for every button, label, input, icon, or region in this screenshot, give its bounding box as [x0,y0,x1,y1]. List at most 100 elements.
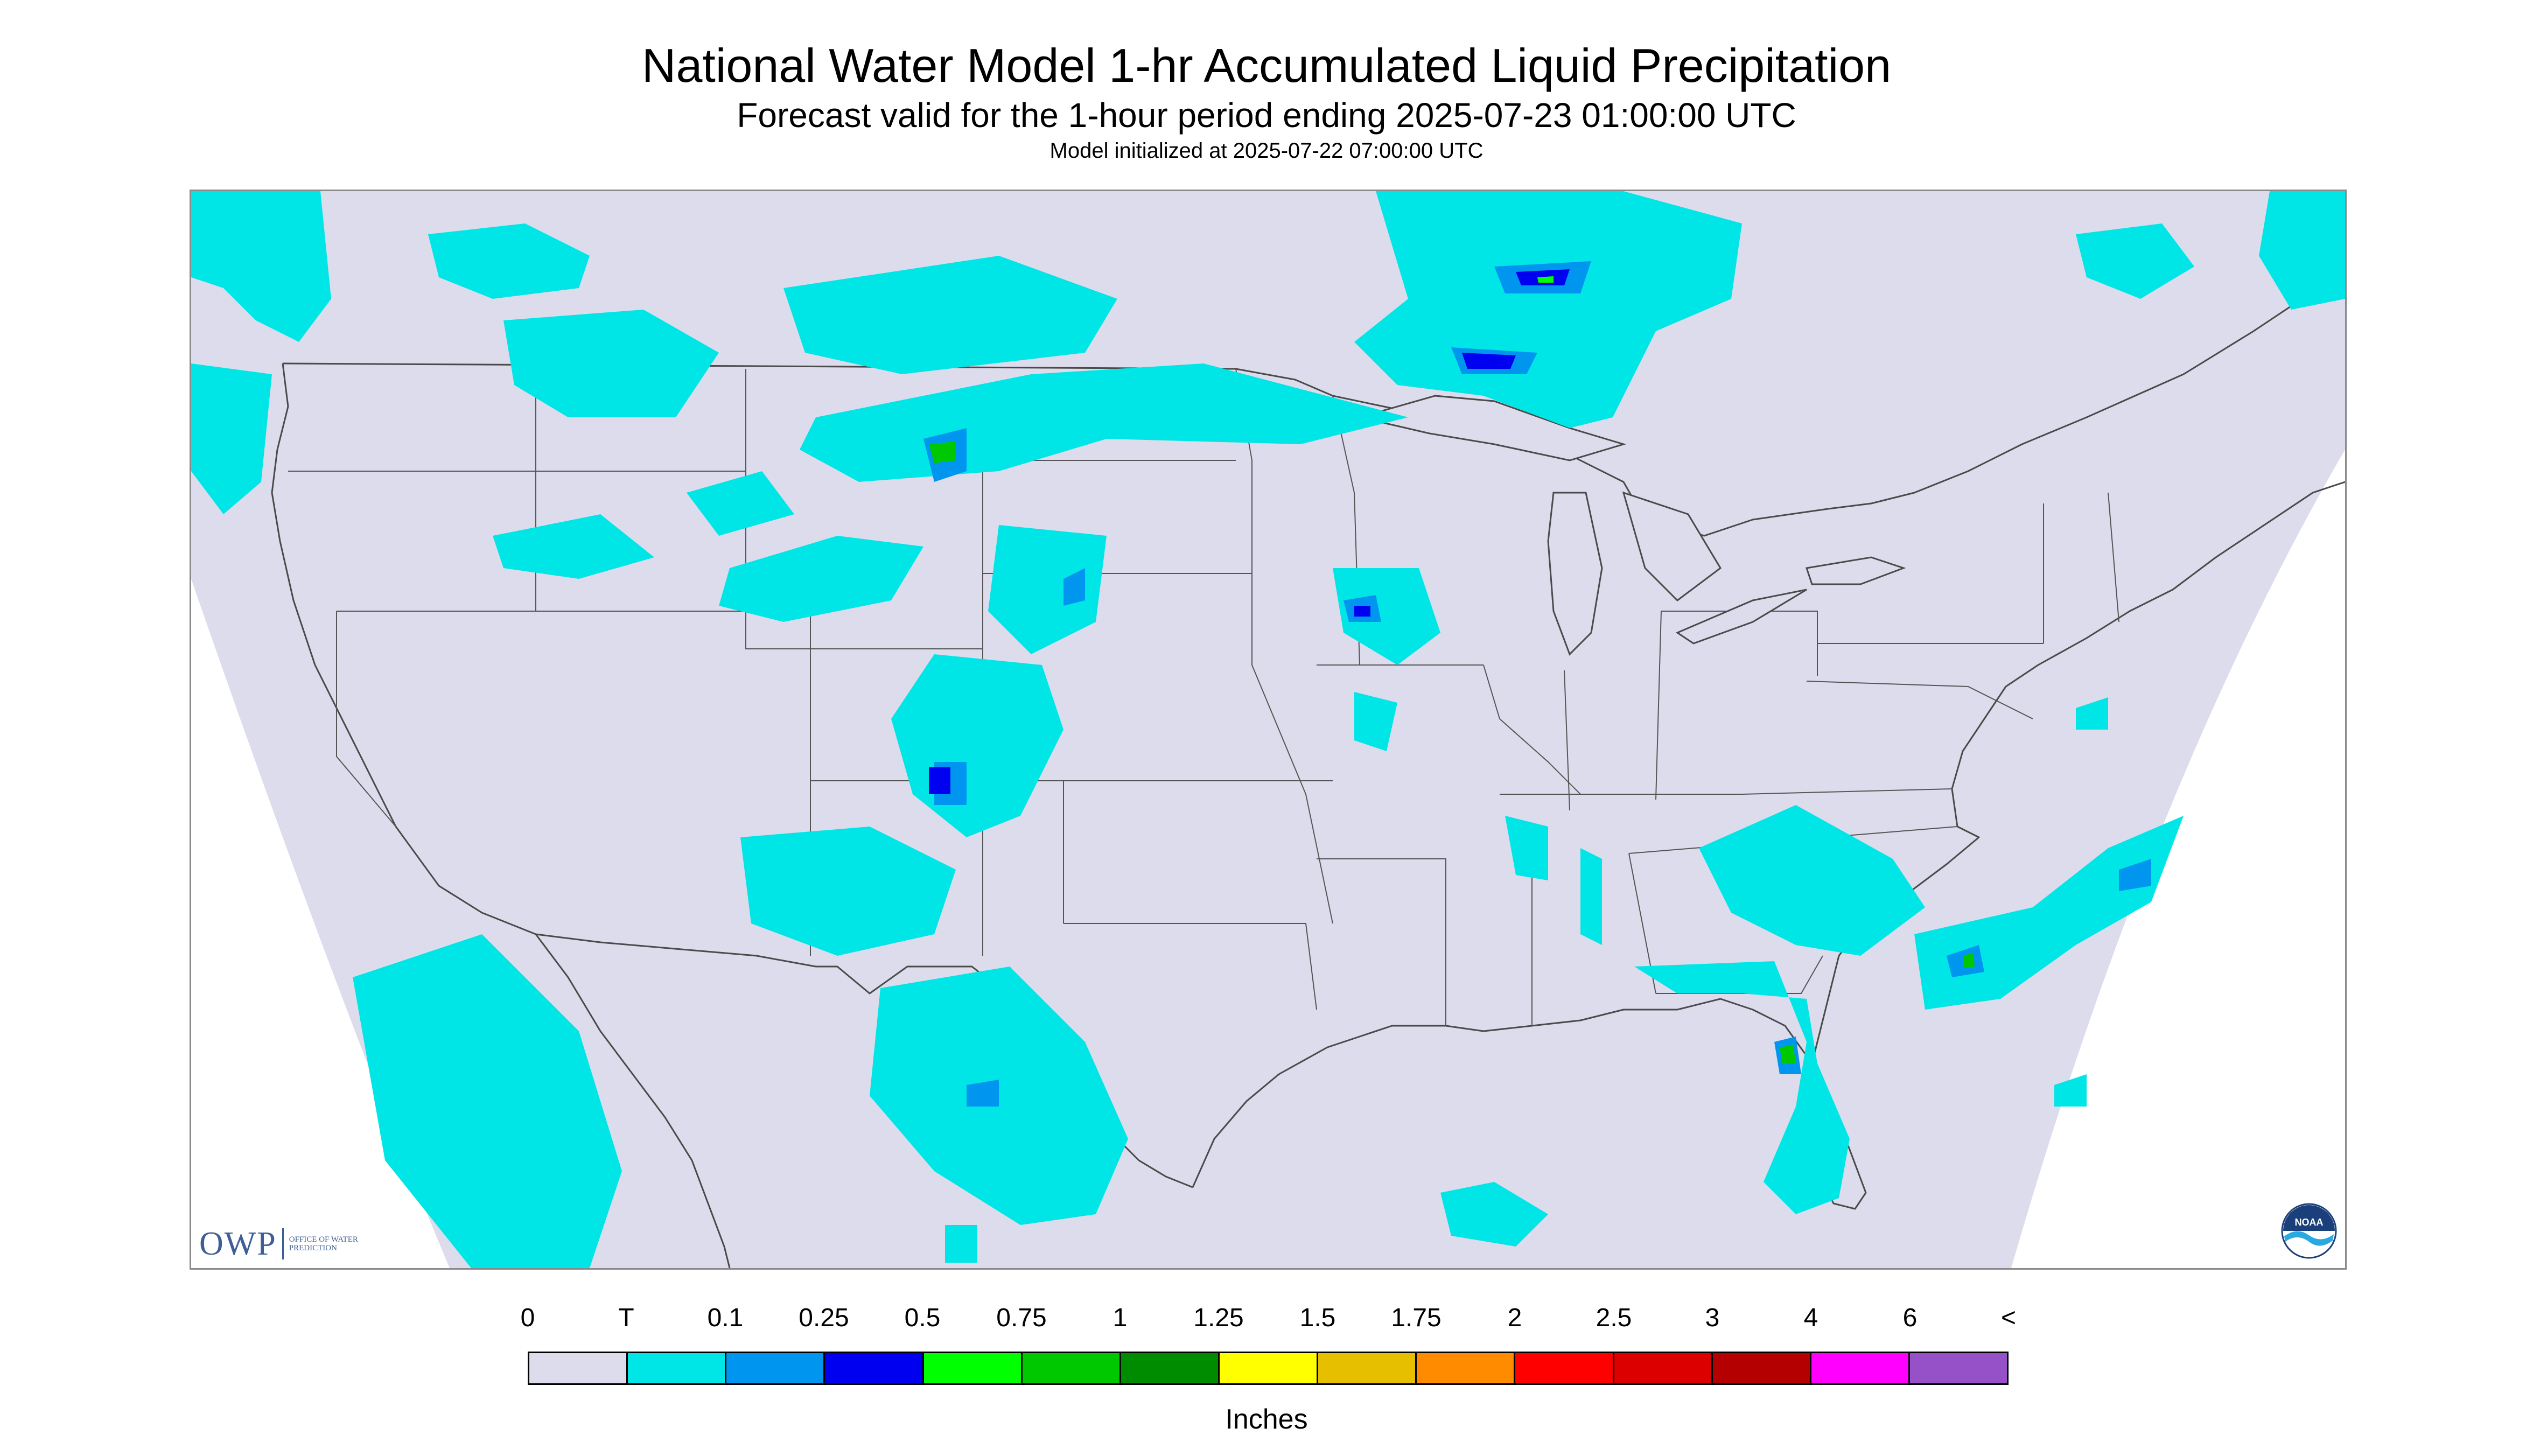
precip-area [1963,953,1975,968]
owp-logo: OWP OFFICE OF WATER PREDICTION [199,1222,359,1265]
precip-area [988,525,1107,654]
precip-area [1634,961,1850,1214]
lake-ontario [1806,556,1906,585]
legend-swatch [1219,1353,1319,1383]
precip-area [191,191,331,342]
legend-label: 4 [1803,1304,1818,1332]
legend-swatch [825,1353,924,1383]
precip-moderate [929,269,1975,1063]
precip-area [1333,568,1440,665]
legend-label: 1 [1112,1304,1128,1332]
precip-trace [191,191,2345,1268]
precip-area [493,514,654,579]
state-line [745,471,810,649]
precip-area [967,1080,999,1107]
map-title: National Water Model 1-hr Accumulated Li… [641,39,1892,92]
precip-area [353,934,622,1268]
precip-area [687,471,794,536]
legend-label: 0 [520,1304,535,1332]
state-line [1655,611,1662,800]
precip-area [2119,859,2151,891]
precip-area [1537,276,1554,283]
precip-area [2259,191,2345,310]
precip-area [1440,1182,1548,1247]
legend-swatch [726,1353,825,1383]
precip-area [929,442,956,463]
precip-area [1699,805,1925,956]
precip-area [1354,692,1397,751]
state-line [2108,492,2119,622]
legend-swatch [1712,1353,1811,1383]
legend-label: 2.5 [1596,1304,1632,1332]
lake-huron [1622,491,1722,601]
coastline-west [271,363,601,943]
legend-swatch [1417,1353,1516,1383]
owp-subtitle: OFFICE OF WATER PREDICTION [289,1235,358,1252]
precip-area [191,363,272,514]
state-line [336,611,396,827]
legend-label: 0.75 [996,1304,1047,1332]
legend-labels: 0 T 0.1 0.25 0.5 0.75 1 1.25 1.5 1.75 2 … [0,1302,2533,1340]
precip-area [2054,1074,2087,1107]
state-line [1806,681,2033,719]
state-line [1063,923,1317,1010]
owp-separator [282,1228,284,1259]
legend-swatch [1318,1353,1417,1383]
legend-swatch [1614,1353,1713,1383]
lake-superior [1359,395,1627,461]
legend-units: Inches [1225,1404,1308,1435]
legend-label: 1.75 [1391,1304,1442,1332]
legend-label: 0.25 [799,1304,849,1332]
map-svg [191,191,2345,1268]
precip-area [740,827,956,956]
legend-swatch [1909,1353,2007,1383]
precip-area [1063,568,1085,606]
legend-swatch [529,1353,628,1383]
precip-area [1354,606,1370,617]
legend-label: 2 [1507,1304,1522,1332]
legend-label: 3 [1705,1304,1720,1332]
lake-michigan [1547,492,1603,656]
state-line [1661,611,1818,676]
map-subtitle: Forecast valid for the 1-hour period end… [737,96,1796,135]
legend-swatch [1811,1353,1910,1383]
legend-label: T [618,1304,634,1332]
legend-label: 6 [1902,1304,1918,1332]
precip-area [428,223,590,299]
owp-wordmark: OWP [199,1225,277,1262]
legend-label: < [2000,1304,2017,1332]
noaa-logo-icon: NOAA [2281,1203,2337,1259]
precipitation-map [190,190,2347,1270]
model-init-note: Model initialized at 2025-07-22 07:00:00… [1049,139,1484,163]
precip-area [503,310,719,417]
precip-area [1462,353,1516,369]
precip-area [1780,1045,1796,1063]
precip-area [929,767,950,794]
legend-label: 0.5 [904,1304,941,1332]
legend-swatch [923,1353,1023,1383]
state-line [1317,858,1446,1026]
legend-label: 1.25 [1193,1304,1244,1332]
canada-us-border [282,292,2345,537]
precip-area [783,256,1117,374]
legend-swatch [1121,1353,1220,1383]
lake-erie [1675,589,1807,645]
legend-label: 1.5 [1299,1304,1336,1332]
state-line [1483,664,1581,795]
precip-area [945,1225,977,1263]
state-line [1500,788,1953,795]
legend-label: 0.1 [707,1304,744,1332]
noaa-text: NOAA [2295,1217,2324,1228]
precip-area [719,536,923,622]
legend-swatch [1022,1353,1121,1383]
color-legend [528,1352,2009,1385]
precip-area [2076,697,2108,730]
precip-area [1354,191,1742,428]
precip-area [2076,223,2194,299]
precip-area [1505,816,1548,880]
great-lakes [1359,395,1906,656]
legend-swatch [1515,1353,1614,1383]
state-line [1564,670,1570,811]
coastline-mexico [535,934,731,1268]
legend-swatch [628,1353,727,1383]
